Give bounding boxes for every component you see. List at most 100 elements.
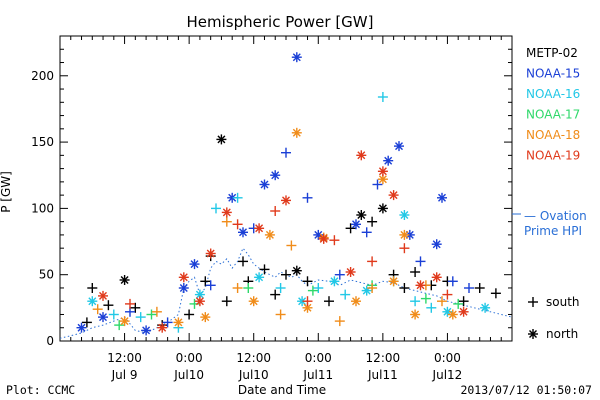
legend-metp-02: METP-02 xyxy=(526,46,578,60)
legend-noaa-18: NOAA-18 xyxy=(526,128,580,142)
south-point-noaa-16 xyxy=(410,296,421,307)
south-point-noaa-15 xyxy=(464,283,474,293)
south-point-noaa-15 xyxy=(361,227,372,238)
south-point-noaa-19 xyxy=(270,206,281,216)
south-point-noaa-15 xyxy=(281,147,291,158)
south-point-metp-02 xyxy=(367,216,378,227)
north-point-noaa-16 xyxy=(254,272,265,283)
x-axis-ticks: 12:00 Jul 9 0:00 Jul10 12:00 Jul10 0:00 Jul11 12… xyxy=(70,36,502,382)
north-point-noaa-19 xyxy=(221,207,232,218)
x-tick-time: 0:00 xyxy=(305,351,332,365)
legend-noaa-15: NOAA-15 xyxy=(526,67,580,81)
south-point-noaa-19 xyxy=(232,219,243,230)
north-point-noaa-19 xyxy=(194,296,205,307)
south-point-noaa-15 xyxy=(447,276,458,287)
south-point-noaa-15 xyxy=(162,317,173,328)
south-point-metp-02 xyxy=(281,269,291,280)
x-tick-time: 12:00 xyxy=(366,351,401,365)
north-point-noaa-19 xyxy=(318,233,329,244)
north-point-noaa-19 xyxy=(98,290,108,301)
south-point-metp-02 xyxy=(81,317,92,328)
south-point-noaa-18 xyxy=(92,304,103,315)
north-point-noaa-15 xyxy=(189,259,200,270)
south-point-noaa-18 xyxy=(367,283,378,293)
ovation-line xyxy=(59,247,513,339)
south-point-metp-02 xyxy=(302,276,313,287)
north-point-noaa-15 xyxy=(178,283,189,293)
south-point-metp-02 xyxy=(345,223,356,234)
south-point-noaa-17 xyxy=(307,285,318,296)
south-point-metp-02 xyxy=(87,283,98,293)
north-point-noaa-15 xyxy=(437,192,447,203)
legend-symbol-north xyxy=(528,329,538,339)
y-tick-label: 200 xyxy=(31,69,54,83)
north-point-noaa-15 xyxy=(383,155,394,166)
legend: METP-02 NOAA-15 NOAA-16 NOAA-17 NOAA-18 NOAA-… xyxy=(512,46,587,341)
north-point-noaa-16 xyxy=(399,210,410,220)
south-point-metp-02 xyxy=(474,283,485,293)
north-point-noaa-18 xyxy=(410,309,421,320)
north-point-noaa-19 xyxy=(254,223,265,234)
north-point-noaa-16 xyxy=(329,276,340,287)
north-point-noaa-19 xyxy=(388,190,399,201)
north-point-noaa-15 xyxy=(431,239,442,250)
south-point-noaa-16 xyxy=(232,192,243,203)
north-point-noaa-15 xyxy=(270,170,281,181)
north-point-noaa-19 xyxy=(431,272,442,283)
x-tick-time: 0:00 xyxy=(434,351,461,365)
north-point-noaa-15 xyxy=(141,325,152,336)
north-point-noaa-15 xyxy=(76,322,87,333)
south-point-metp-02 xyxy=(221,296,232,307)
north-point-noaa-15 xyxy=(394,141,404,152)
x-axis-label: Date and Time xyxy=(238,383,326,397)
south-point-noaa-18 xyxy=(232,283,243,293)
south-point-noaa-15 xyxy=(205,280,216,291)
south-point-noaa-19 xyxy=(442,289,453,300)
north-point-noaa-15 xyxy=(238,227,248,238)
south-point-noaa-18 xyxy=(221,216,232,227)
x-tick-time: 0:00 xyxy=(176,351,203,365)
south-point-noaa-17 xyxy=(114,320,125,331)
south-point-metp-02 xyxy=(270,289,281,300)
north-point-noaa-15 xyxy=(98,312,108,323)
north-point-noaa-15 xyxy=(259,179,270,190)
north-point-noaa-19 xyxy=(345,267,356,277)
north-point-noaa-19 xyxy=(281,195,291,206)
south-point-noaa-19 xyxy=(329,235,340,246)
legend-noaa-17: NOAA-17 xyxy=(526,108,580,122)
south-point-noaa-19 xyxy=(367,256,378,267)
y-axis-label: P [GW] xyxy=(0,171,13,213)
north-point-noaa-18 xyxy=(119,316,130,327)
north-point-metp-02 xyxy=(377,203,388,214)
legend-noaa-19: NOAA-19 xyxy=(526,149,580,163)
south-point-noaa-19 xyxy=(399,243,410,254)
south-point-metp-02 xyxy=(410,267,421,277)
legend-symbol-label: south xyxy=(546,295,580,309)
south-point-metp-02 xyxy=(200,276,211,287)
south-point-noaa-16 xyxy=(135,312,146,323)
south-point-noaa-16 xyxy=(211,203,221,214)
chart-title: Hemispheric Power [GW] xyxy=(187,13,374,31)
legend-symbol-south xyxy=(528,297,538,307)
north-point-noaa-15 xyxy=(291,52,302,63)
south-point-metp-02 xyxy=(324,296,334,307)
legend-ovation: — Ovation xyxy=(524,209,587,223)
x-tick-date: Jul10 xyxy=(173,368,204,382)
legend-noaa-16: NOAA-16 xyxy=(526,87,580,101)
x-tick-time: 12:00 xyxy=(236,351,271,365)
ovation-series xyxy=(59,247,513,339)
south-point-noaa-17 xyxy=(453,298,464,309)
north-point-noaa-18 xyxy=(291,127,302,138)
north-point-noaa-15 xyxy=(351,219,361,230)
north-point-noaa-18 xyxy=(447,309,458,320)
south-point-noaa-18 xyxy=(437,296,447,307)
south-point-noaa-15 xyxy=(372,179,383,190)
north-point-noaa-19 xyxy=(415,280,426,291)
north-point-noaa-18 xyxy=(173,317,184,328)
north-point-noaa-16 xyxy=(480,302,491,313)
south-point-noaa-16 xyxy=(275,283,286,293)
south-point-noaa-17 xyxy=(243,283,254,293)
north-point-noaa-19 xyxy=(157,322,168,333)
plot-credit: Plot: CCMC xyxy=(6,383,75,397)
